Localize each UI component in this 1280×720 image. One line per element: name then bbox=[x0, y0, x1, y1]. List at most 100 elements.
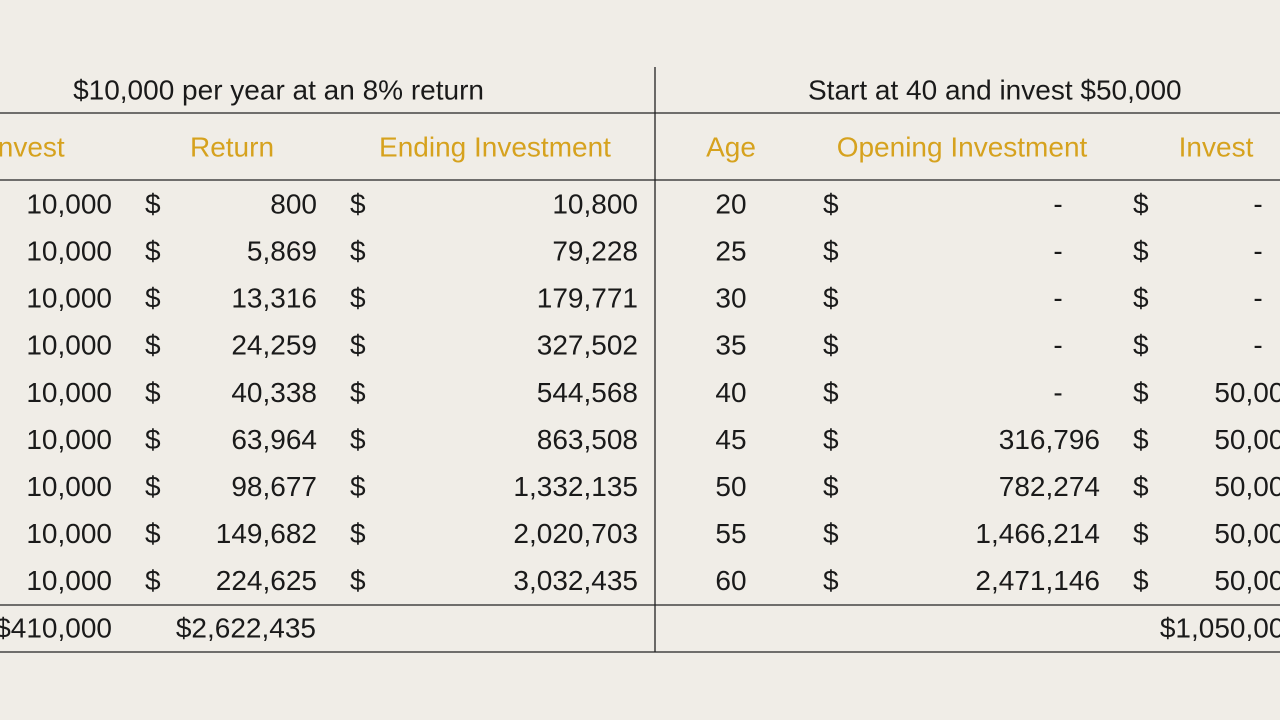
cell: - bbox=[1053, 330, 1062, 361]
cell: 10,000 bbox=[26, 330, 112, 361]
cell: $ bbox=[1133, 330, 1149, 361]
cell: 13,316 bbox=[231, 283, 317, 314]
cell: 50,000 bbox=[1214, 424, 1280, 455]
cell: 25 bbox=[715, 235, 746, 266]
cell: 149,682 bbox=[216, 518, 317, 549]
cell: $ bbox=[823, 471, 839, 502]
cell: $ bbox=[145, 283, 161, 314]
cell: 10,000 bbox=[26, 424, 112, 455]
cell: 10,000 bbox=[26, 471, 112, 502]
cell: 10,000 bbox=[26, 235, 112, 266]
cell: 179,771 bbox=[537, 283, 638, 314]
cell: 40 bbox=[715, 377, 746, 408]
cell: 10,000 bbox=[26, 565, 112, 596]
cell: $ bbox=[145, 471, 161, 502]
cell: 20 bbox=[715, 188, 746, 219]
cell: 863,508 bbox=[537, 424, 638, 455]
cell: 1,332,135 bbox=[513, 471, 638, 502]
cell: 3,032,435 bbox=[513, 565, 638, 596]
cell: $ bbox=[823, 188, 839, 219]
cell: - bbox=[1053, 235, 1062, 266]
column-header: Age bbox=[706, 131, 756, 162]
cell: $ bbox=[1133, 283, 1149, 314]
cell: $ bbox=[145, 518, 161, 549]
cell: 50,000 bbox=[1214, 377, 1280, 408]
cell: $ bbox=[1133, 565, 1149, 596]
cell: 544,568 bbox=[537, 377, 638, 408]
cell: $ bbox=[823, 518, 839, 549]
total: $1,050,000 bbox=[1160, 612, 1280, 643]
cell: 55 bbox=[715, 518, 746, 549]
cell: $ bbox=[1133, 518, 1149, 549]
cell: 30 bbox=[715, 283, 746, 314]
cell: - bbox=[1253, 188, 1262, 219]
cell: $ bbox=[823, 424, 839, 455]
cell: $ bbox=[350, 424, 366, 455]
cell: 10,000 bbox=[26, 518, 112, 549]
cell: 10,800 bbox=[552, 188, 638, 219]
cell: 24,259 bbox=[231, 330, 317, 361]
left-title: $10,000 per year at an 8% return bbox=[73, 74, 484, 105]
cell: 50 bbox=[715, 471, 746, 502]
cell: 10,000 bbox=[26, 283, 112, 314]
cell: 316,796 bbox=[999, 424, 1100, 455]
cell: 50,000 bbox=[1214, 565, 1280, 596]
cell: $ bbox=[350, 330, 366, 361]
cell: 79,228 bbox=[552, 235, 638, 266]
cell: $ bbox=[1133, 471, 1149, 502]
cell: - bbox=[1253, 283, 1262, 314]
cell: $ bbox=[145, 424, 161, 455]
cell: 50,000 bbox=[1214, 471, 1280, 502]
total: $2,622,435 bbox=[176, 612, 316, 643]
cell: 800 bbox=[270, 188, 317, 219]
cell: $ bbox=[1133, 424, 1149, 455]
cell: 327,502 bbox=[537, 330, 638, 361]
cell: $ bbox=[145, 188, 161, 219]
column-header: Ending Investment bbox=[379, 131, 611, 162]
cell: 40,338 bbox=[231, 377, 317, 408]
cell: $ bbox=[823, 377, 839, 408]
cell: $ bbox=[145, 565, 161, 596]
cell: 63,964 bbox=[231, 424, 317, 455]
cell: - bbox=[1053, 283, 1062, 314]
cell: - bbox=[1053, 377, 1062, 408]
cell: $ bbox=[145, 235, 161, 266]
cell: 1,466,214 bbox=[975, 518, 1100, 549]
cell: 2,471,146 bbox=[975, 565, 1100, 596]
column-header: Return bbox=[190, 131, 274, 162]
cell: $ bbox=[350, 377, 366, 408]
cell: 224,625 bbox=[216, 565, 317, 596]
cell: $ bbox=[350, 471, 366, 502]
cell: 782,274 bbox=[999, 471, 1100, 502]
cell: $ bbox=[350, 518, 366, 549]
cell: - bbox=[1253, 235, 1262, 266]
cell: $ bbox=[350, 283, 366, 314]
cell: - bbox=[1253, 330, 1262, 361]
cell: $ bbox=[823, 283, 839, 314]
cell: $ bbox=[350, 188, 366, 219]
cell: $ bbox=[145, 377, 161, 408]
cell: 45 bbox=[715, 424, 746, 455]
cell: $ bbox=[350, 565, 366, 596]
cell: $ bbox=[1133, 377, 1149, 408]
cell: $ bbox=[145, 330, 161, 361]
cell: $ bbox=[823, 235, 839, 266]
cell: 60 bbox=[715, 565, 746, 596]
cell: 98,677 bbox=[231, 471, 317, 502]
cell: $ bbox=[823, 565, 839, 596]
column-header: Invest bbox=[1179, 131, 1254, 162]
cell: $ bbox=[823, 330, 839, 361]
cell: - bbox=[1053, 188, 1062, 219]
cell: 10,000 bbox=[26, 377, 112, 408]
cell: 35 bbox=[715, 330, 746, 361]
cell: $ bbox=[350, 235, 366, 266]
column-header: Opening Investment bbox=[837, 131, 1088, 162]
cell: $ bbox=[1133, 235, 1149, 266]
cell: 2,020,703 bbox=[513, 518, 638, 549]
cell: $ bbox=[1133, 188, 1149, 219]
right-title: Start at 40 and invest $50,000 bbox=[808, 74, 1182, 105]
cell: 5,869 bbox=[247, 235, 317, 266]
column-header: Invest bbox=[0, 131, 65, 162]
